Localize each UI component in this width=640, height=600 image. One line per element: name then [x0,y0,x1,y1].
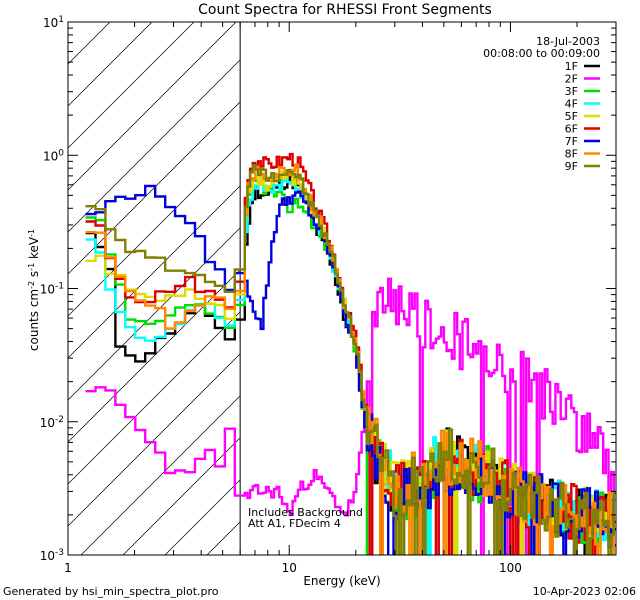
y-tick-label: 10-1 [40,282,64,297]
legend-label-3F: 3F [565,85,578,98]
hatch-line [122,437,241,555]
hatch-line [80,395,241,555]
hatch-line [68,143,241,317]
y-tick-label: 10-3 [40,548,64,563]
legend-label-9F: 9F [565,160,578,173]
chart-title: Count Spectra for RHESSI Front Segments [198,2,492,18]
hatch-line [68,22,195,149]
legend-label-2F: 2F [565,73,578,86]
hatch-line [68,311,241,485]
date-label: 18-Jul-2003 [536,35,600,48]
legend-label-6F: 6F [565,123,578,136]
annotation-background: Includes Background [248,506,363,519]
legend-label-1F: 1F [565,60,578,73]
hatch-line [68,59,241,233]
legend-label-8F: 8F [565,148,578,161]
legend-label-4F: 4F [565,98,578,111]
y-tick-label: 10-2 [40,415,64,430]
ticks: 1 10 100 101 100 10-1 10-2 10-3 [40,15,617,575]
hatch-line [68,22,237,191]
y-tick-label: 101 [43,15,64,30]
series-2F [85,277,615,555]
hatch-line [68,269,241,443]
hatched-region [68,22,241,555]
footer-generator: Generated by hsi_min_spectra_plot.pro [3,585,219,598]
time-range-label: 00:08:00 to 00:09:00 [483,47,600,60]
y-axis-label: counts cm-2 s-1 keV-1 [27,229,42,351]
annotation-attenuator: Att A1, FDecim 4 [248,517,341,530]
series-group [85,152,616,555]
hatch-line [68,227,241,401]
x-tick-label: 10 [282,561,297,575]
hatch-line [68,101,241,275]
hatch-line [68,353,241,527]
hatch-line [68,185,241,359]
x-axis-label: Energy (keV) [303,574,380,588]
legend-label-5F: 5F [565,110,578,123]
x-tick-label: 1 [64,561,72,575]
footer-timestamp: 10-Apr-2023 02:06 [533,585,636,598]
x-tick-label: 100 [499,561,522,575]
series-9F [85,164,616,555]
legend-label-7F: 7F [565,135,578,148]
y-tick-label: 100 [43,148,64,163]
